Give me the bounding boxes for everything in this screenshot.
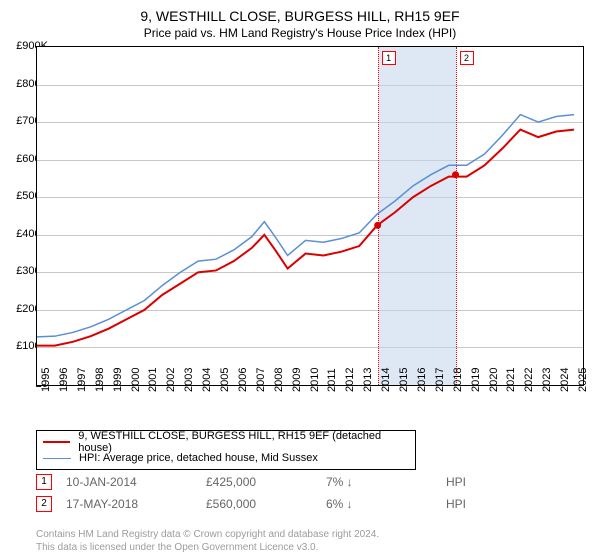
x-tick-label: 2022 xyxy=(523,368,535,392)
sale-dot xyxy=(452,171,459,178)
x-tick-label: 2008 xyxy=(273,368,285,392)
sale-dot xyxy=(374,222,381,229)
x-tick-label: 2014 xyxy=(380,368,392,392)
x-tick-label: 1999 xyxy=(112,368,124,392)
x-tick-label: 1998 xyxy=(94,368,106,392)
legend: 9, WESTHILL CLOSE, BURGESS HILL, RH15 9E… xyxy=(36,430,416,470)
legend-swatch xyxy=(43,458,71,459)
x-tick-label: 2024 xyxy=(559,368,571,392)
sale-delta: 7% ↓ xyxy=(326,475,446,489)
sale-flag: 1 xyxy=(382,51,396,65)
sale-delta: 6% ↓ xyxy=(326,497,446,511)
line-plot xyxy=(37,47,583,385)
x-tick-label: 2020 xyxy=(488,368,500,392)
x-tick-label: 2019 xyxy=(470,368,482,392)
x-tick-label: 2001 xyxy=(147,368,159,392)
x-tick-label: 2006 xyxy=(237,368,249,392)
x-tick-label: 2011 xyxy=(326,368,338,392)
legend-label: HPI: Average price, detached house, Mid … xyxy=(79,452,318,464)
legend-label: 9, WESTHILL CLOSE, BURGESS HILL, RH15 9E… xyxy=(78,430,409,454)
x-tick-label: 2016 xyxy=(416,368,428,392)
series-hpi xyxy=(37,115,574,337)
x-tick-label: 2007 xyxy=(255,368,267,392)
sale-date: 17-MAY-2018 xyxy=(66,497,206,511)
x-tick-label: 1997 xyxy=(76,368,88,392)
series-price_paid xyxy=(37,130,574,346)
sale-price: £425,000 xyxy=(206,475,326,489)
x-tick-label: 2003 xyxy=(183,368,195,392)
legend-swatch xyxy=(43,441,70,443)
sale-compare: HPI xyxy=(446,475,466,489)
chart-area: 12 xyxy=(36,46,584,386)
sale-marker-badge: 2 xyxy=(36,496,52,512)
footer-line-1: Contains HM Land Registry data © Crown c… xyxy=(36,528,379,541)
page-subtitle: Price paid vs. HM Land Registry's House … xyxy=(0,24,600,40)
sale-compare: HPI xyxy=(446,497,466,511)
x-tick-label: 2017 xyxy=(434,368,446,392)
x-tick-label: 2009 xyxy=(291,368,303,392)
x-tick-label: 2018 xyxy=(452,368,464,392)
page-title: 9, WESTHILL CLOSE, BURGESS HILL, RH15 9E… xyxy=(0,0,600,24)
x-tick-label: 2023 xyxy=(541,368,553,392)
sale-date: 10-JAN-2014 xyxy=(66,475,206,489)
x-tick-label: 2004 xyxy=(201,368,213,392)
sale-price: £560,000 xyxy=(206,497,326,511)
x-tick-label: 2000 xyxy=(130,368,142,392)
attribution-footer: Contains HM Land Registry data © Crown c… xyxy=(36,528,379,554)
sale-marker-badge: 1 xyxy=(36,474,52,490)
x-tick-label: 2012 xyxy=(344,368,356,392)
x-tick-label: 1996 xyxy=(58,368,70,392)
x-tick-label: 2002 xyxy=(165,368,177,392)
x-tick-label: 1995 xyxy=(40,368,52,392)
x-tick-label: 2005 xyxy=(219,368,231,392)
x-tick-label: 2013 xyxy=(362,368,374,392)
legend-row: 9, WESTHILL CLOSE, BURGESS HILL, RH15 9E… xyxy=(43,434,409,450)
x-tick-label: 2021 xyxy=(505,368,517,392)
x-tick-label: 2025 xyxy=(577,368,589,392)
x-tick-label: 2010 xyxy=(309,368,321,392)
x-tick-label: 2015 xyxy=(398,368,410,392)
footer-line-2: This data is licensed under the Open Gov… xyxy=(36,541,379,554)
sale-table-row: 2 17-MAY-2018£560,0006% ↓HPI xyxy=(36,496,584,512)
sale-table-row: 1 10-JAN-2014£425,0007% ↓HPI xyxy=(36,474,584,490)
sale-flag: 2 xyxy=(460,51,474,65)
